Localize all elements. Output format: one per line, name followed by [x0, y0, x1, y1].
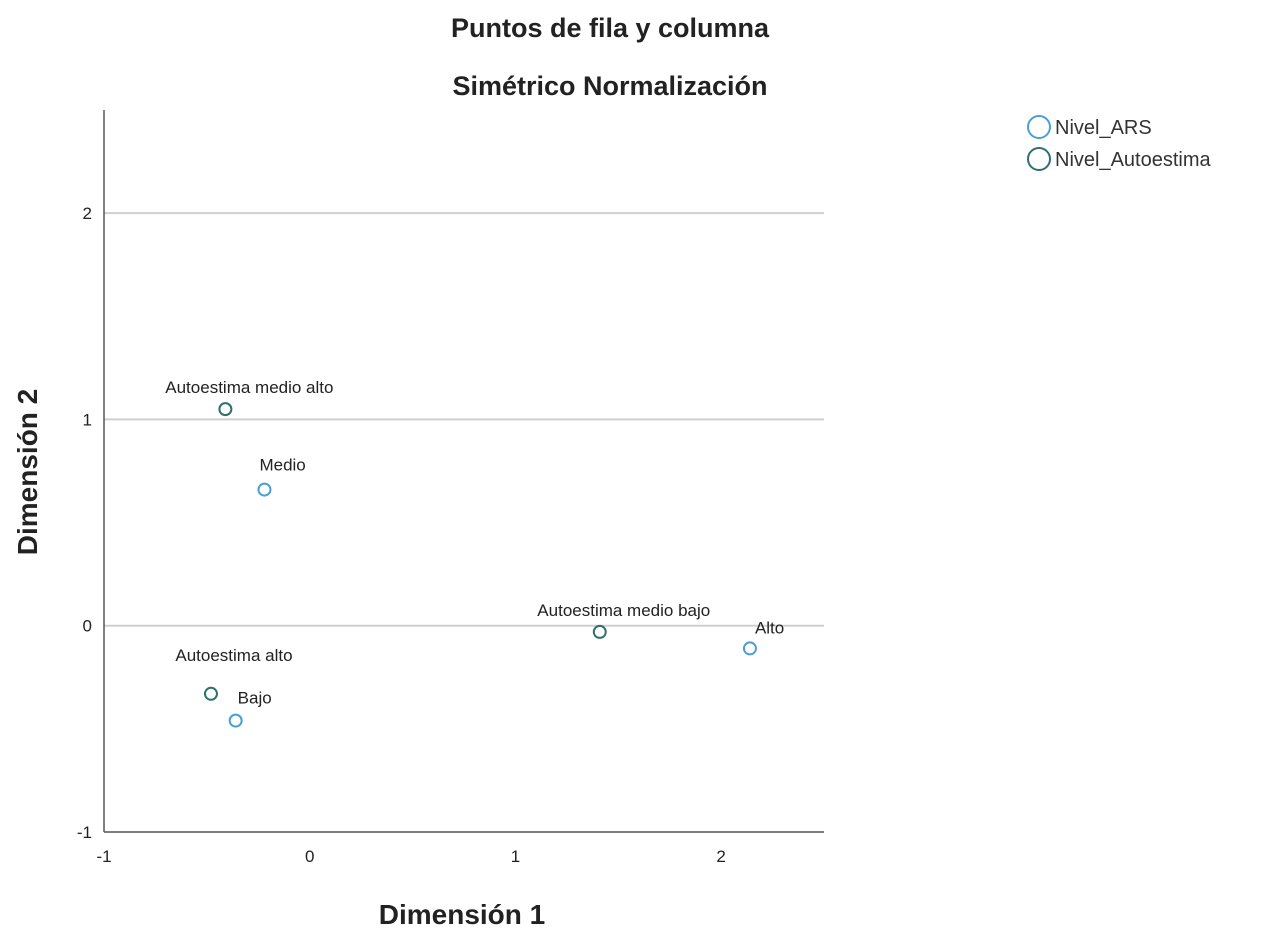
- legend: Nivel_ARS Nivel_Autoestima: [1027, 115, 1212, 171]
- legend-label: Nivel_Autoestima: [1055, 149, 1212, 171]
- x-tick-label: 1: [511, 847, 520, 866]
- legend-label: Nivel_ARS: [1055, 117, 1152, 139]
- data-point-label: Autoestima medio alto: [165, 378, 333, 397]
- data-point-marker: [203, 686, 218, 701]
- y-axis-title: Dimensión 2: [12, 389, 43, 555]
- data-point-label: Autoestima alto: [175, 646, 292, 665]
- legend-marker: [1027, 147, 1051, 171]
- y-tick-label: 1: [83, 410, 92, 429]
- y-tick-label: 2: [83, 204, 92, 223]
- x-tick-label: -1: [96, 847, 111, 866]
- chart-title: Puntos de fila y columna: [451, 13, 770, 43]
- data-point-label: Medio: [259, 456, 305, 475]
- data-point-marker: [742, 641, 757, 656]
- data-point-marker: [228, 713, 243, 728]
- data-points: Medio Bajo Alto Autoestima medio alto Autoes…: [165, 378, 784, 728]
- data-point-marker: [218, 402, 233, 417]
- data-point-label: Bajo: [238, 689, 272, 708]
- axes: [103, 110, 824, 833]
- data-point-marker: [592, 624, 607, 639]
- data-point-marker: [257, 482, 272, 497]
- x-axis-title: Dimensión 1: [379, 899, 545, 930]
- legend-marker: [1027, 115, 1051, 139]
- gridlines: [104, 212, 824, 627]
- chart-subtitle: Simétrico Normalización: [452, 71, 767, 101]
- y-tick-label: 0: [83, 617, 92, 636]
- data-point-label: Alto: [755, 618, 784, 637]
- tick-labels: -1 0 1 2 -1 0 1 2: [77, 204, 726, 866]
- x-tick-label: 2: [716, 847, 725, 866]
- y-tick-label: -1: [77, 823, 92, 842]
- data-point-label: Autoestima medio bajo: [537, 601, 710, 620]
- x-tick-label: 0: [305, 847, 314, 866]
